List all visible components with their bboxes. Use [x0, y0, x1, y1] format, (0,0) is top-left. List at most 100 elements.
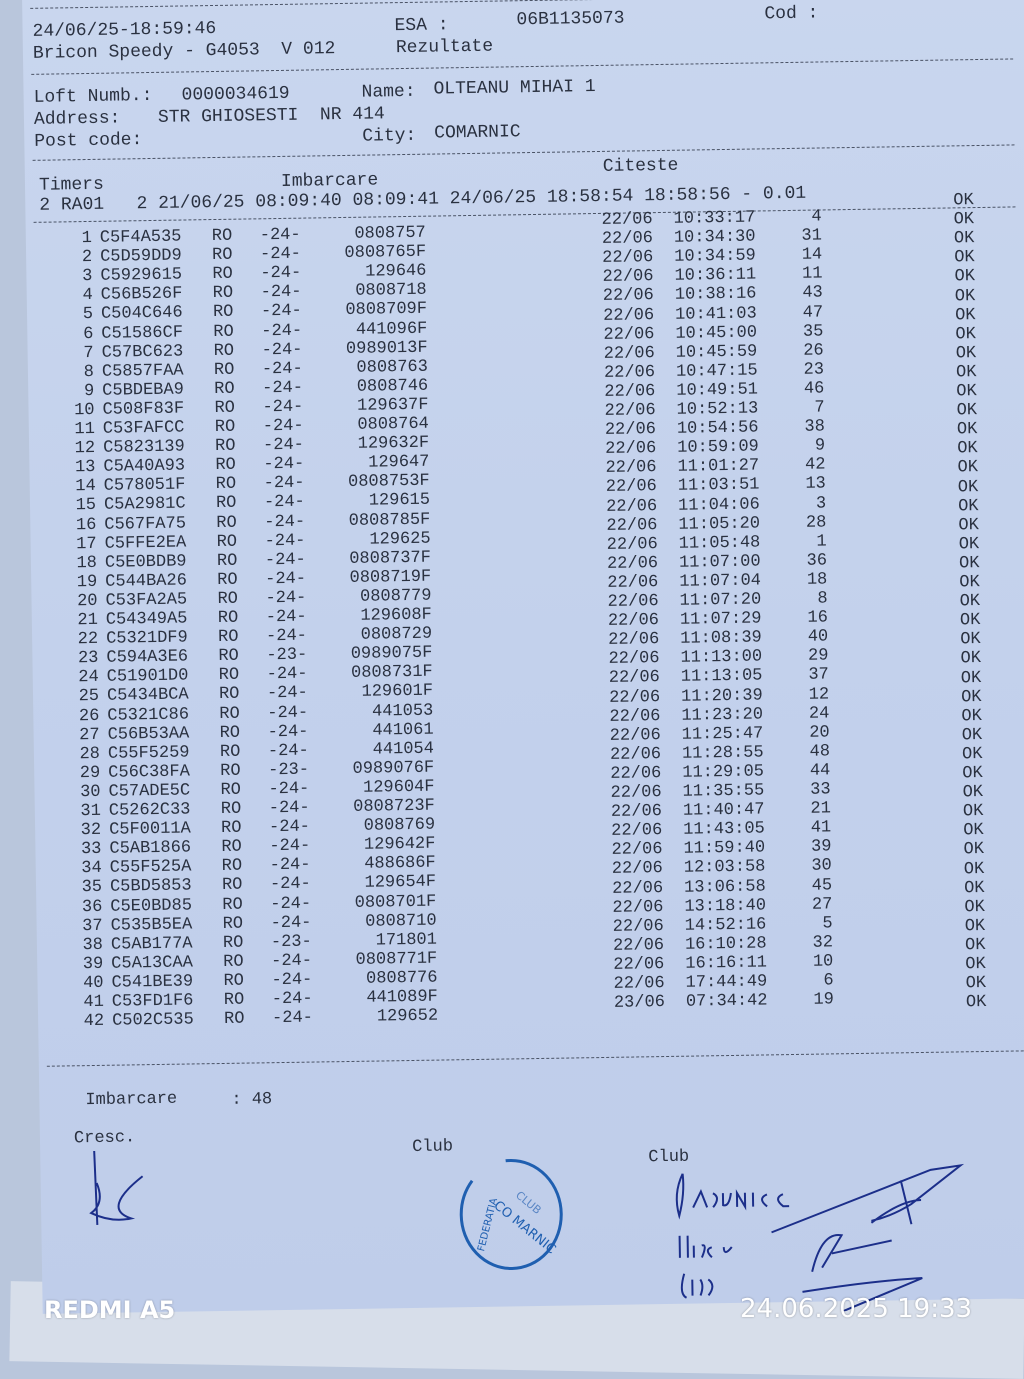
arrival-date: 22/06 [606, 553, 659, 574]
arrival-date: 22/06 [610, 802, 663, 822]
arrival-date: 22/06 [607, 572, 659, 593]
ring-year: -24- [264, 512, 306, 532]
arrival-order: 11 [801, 264, 823, 285]
imbarcare-total-label: Imbarcare [85, 1089, 178, 1111]
arrival-time: 11:13:05 [680, 666, 763, 688]
ring-chip-id: C5F4A535 [99, 227, 182, 248]
country-code: RO [214, 379, 235, 399]
country-code: RO [217, 589, 239, 609]
status-ok: OK [956, 401, 978, 421]
status-ok: OK [953, 210, 975, 230]
ring-year: -23- [270, 932, 312, 952]
arrival-order: 36 [806, 551, 828, 571]
ring-year: -23- [266, 645, 308, 666]
position-number: 34 [81, 859, 102, 879]
arrival-date: 22/06 [608, 649, 660, 670]
arrival-date: 22/06 [611, 859, 663, 880]
ring-number: 0808718 [355, 280, 427, 302]
ring-year: -24- [265, 607, 307, 628]
arrival-time: 07:34:42 [685, 991, 768, 1012]
arrival-time: 10:45:00 [675, 323, 758, 344]
ring-chip-id: C594A3E6 [106, 647, 189, 668]
ring-number: 129604F [362, 777, 435, 798]
position-number: 7 [83, 343, 94, 363]
ring-chip-id: C5A13CAA [111, 953, 194, 974]
arrival-time: 10:33:17 [673, 208, 756, 229]
ring-number: 0808737F [349, 548, 432, 569]
country-code: RO [213, 360, 235, 380]
arrival-date: 22/06 [609, 706, 661, 727]
arrival-date: 22/06 [611, 840, 663, 861]
arrival-date: 23/06 [613, 993, 666, 1013]
arrival-date: 22/06 [607, 592, 659, 612]
ring-year: -24- [267, 703, 309, 723]
arrival-time: 11:03:51 [677, 475, 760, 497]
status-ok: OK [957, 477, 979, 497]
ring-year: -24- [269, 855, 311, 876]
arrival-order: 3 [815, 493, 827, 514]
ring-number: 0808763 [356, 357, 429, 378]
country-code: RO [218, 685, 240, 705]
status-ok: OK [955, 362, 977, 383]
ring-year: -24- [262, 397, 304, 418]
ring-number: 129654F [364, 872, 437, 894]
country-code: RO [221, 856, 243, 877]
status-ok: OK [959, 573, 980, 593]
country-code: RO [214, 436, 236, 457]
arrival-time: 11:28:55 [681, 743, 764, 764]
status-ok: OK [963, 859, 985, 879]
country-code: RO [217, 627, 239, 648]
arrival-order: 7 [814, 398, 825, 418]
status-ok: OK [959, 611, 981, 631]
ring-chip-id: C5321DF9 [105, 628, 188, 649]
country-code: RO [212, 303, 234, 323]
ring-year: -24- [263, 473, 305, 494]
ring-chip-id: C5823139 [102, 437, 185, 458]
arrival-date: 22/06 [612, 916, 664, 937]
status-ok: OK [964, 935, 986, 956]
status-ok: OK [961, 687, 982, 707]
ring-number: 129608F [360, 605, 432, 626]
ring-year: -24- [265, 588, 307, 609]
status-ok: OK [960, 668, 982, 688]
arrival-date: 22/06 [609, 725, 661, 746]
country-code: RO [215, 494, 237, 514]
country-code: RO [216, 532, 238, 552]
results-table: 1 C5F4A535 RO -24- 0808757 22/06 10:33:17 4 OK 2 C… [32, 0, 1024, 1094]
arrival-date: 22/06 [608, 687, 661, 708]
ring-year: -24- [264, 550, 306, 570]
ring-number: 129646 [365, 261, 427, 282]
ring-year: -24- [271, 970, 313, 991]
arrival-order: 35 [802, 322, 824, 342]
ring-number: 441089F [366, 987, 438, 1008]
country-code: RO [217, 570, 238, 590]
ring-number: 0808765F [344, 242, 427, 264]
arrival-time: 11:07:04 [679, 571, 762, 592]
ring-year: -24- [271, 989, 313, 1010]
arrival-date: 22/06 [603, 362, 656, 383]
ring-year: -24- [269, 874, 311, 895]
ring-year: -24- [262, 435, 305, 456]
ring-year: -24- [260, 263, 302, 284]
status-ok: OK [964, 916, 986, 937]
ring-year: -24- [270, 894, 312, 914]
arrival-date: 22/06 [613, 974, 665, 994]
arrival-date: 22/06 [601, 210, 653, 230]
ring-chip-id: C51586CF [101, 323, 184, 344]
position-number: 39 [82, 954, 104, 974]
arrival-order: 9 [814, 436, 826, 456]
arrival-order: 14 [801, 245, 823, 265]
ring-year: -24- [265, 626, 308, 647]
arrival-time: 11:23:20 [681, 705, 764, 726]
status-ok: OK [954, 267, 976, 287]
ring-chip-id: C5E0BDB9 [104, 552, 187, 573]
ring-chip-id: C5434BCA [106, 685, 189, 707]
arrival-time: 10:36:11 [674, 265, 757, 287]
arrival-time: 11:13:00 [680, 647, 763, 669]
arrival-time: 17:44:49 [685, 972, 768, 993]
arrival-time: 10:47:15 [675, 361, 758, 382]
arrival-time: 11:08:39 [680, 628, 762, 649]
ring-year: -24- [267, 741, 309, 761]
ring-chip-id: C508F83F [102, 399, 185, 420]
country-code: RO [223, 1009, 245, 1030]
